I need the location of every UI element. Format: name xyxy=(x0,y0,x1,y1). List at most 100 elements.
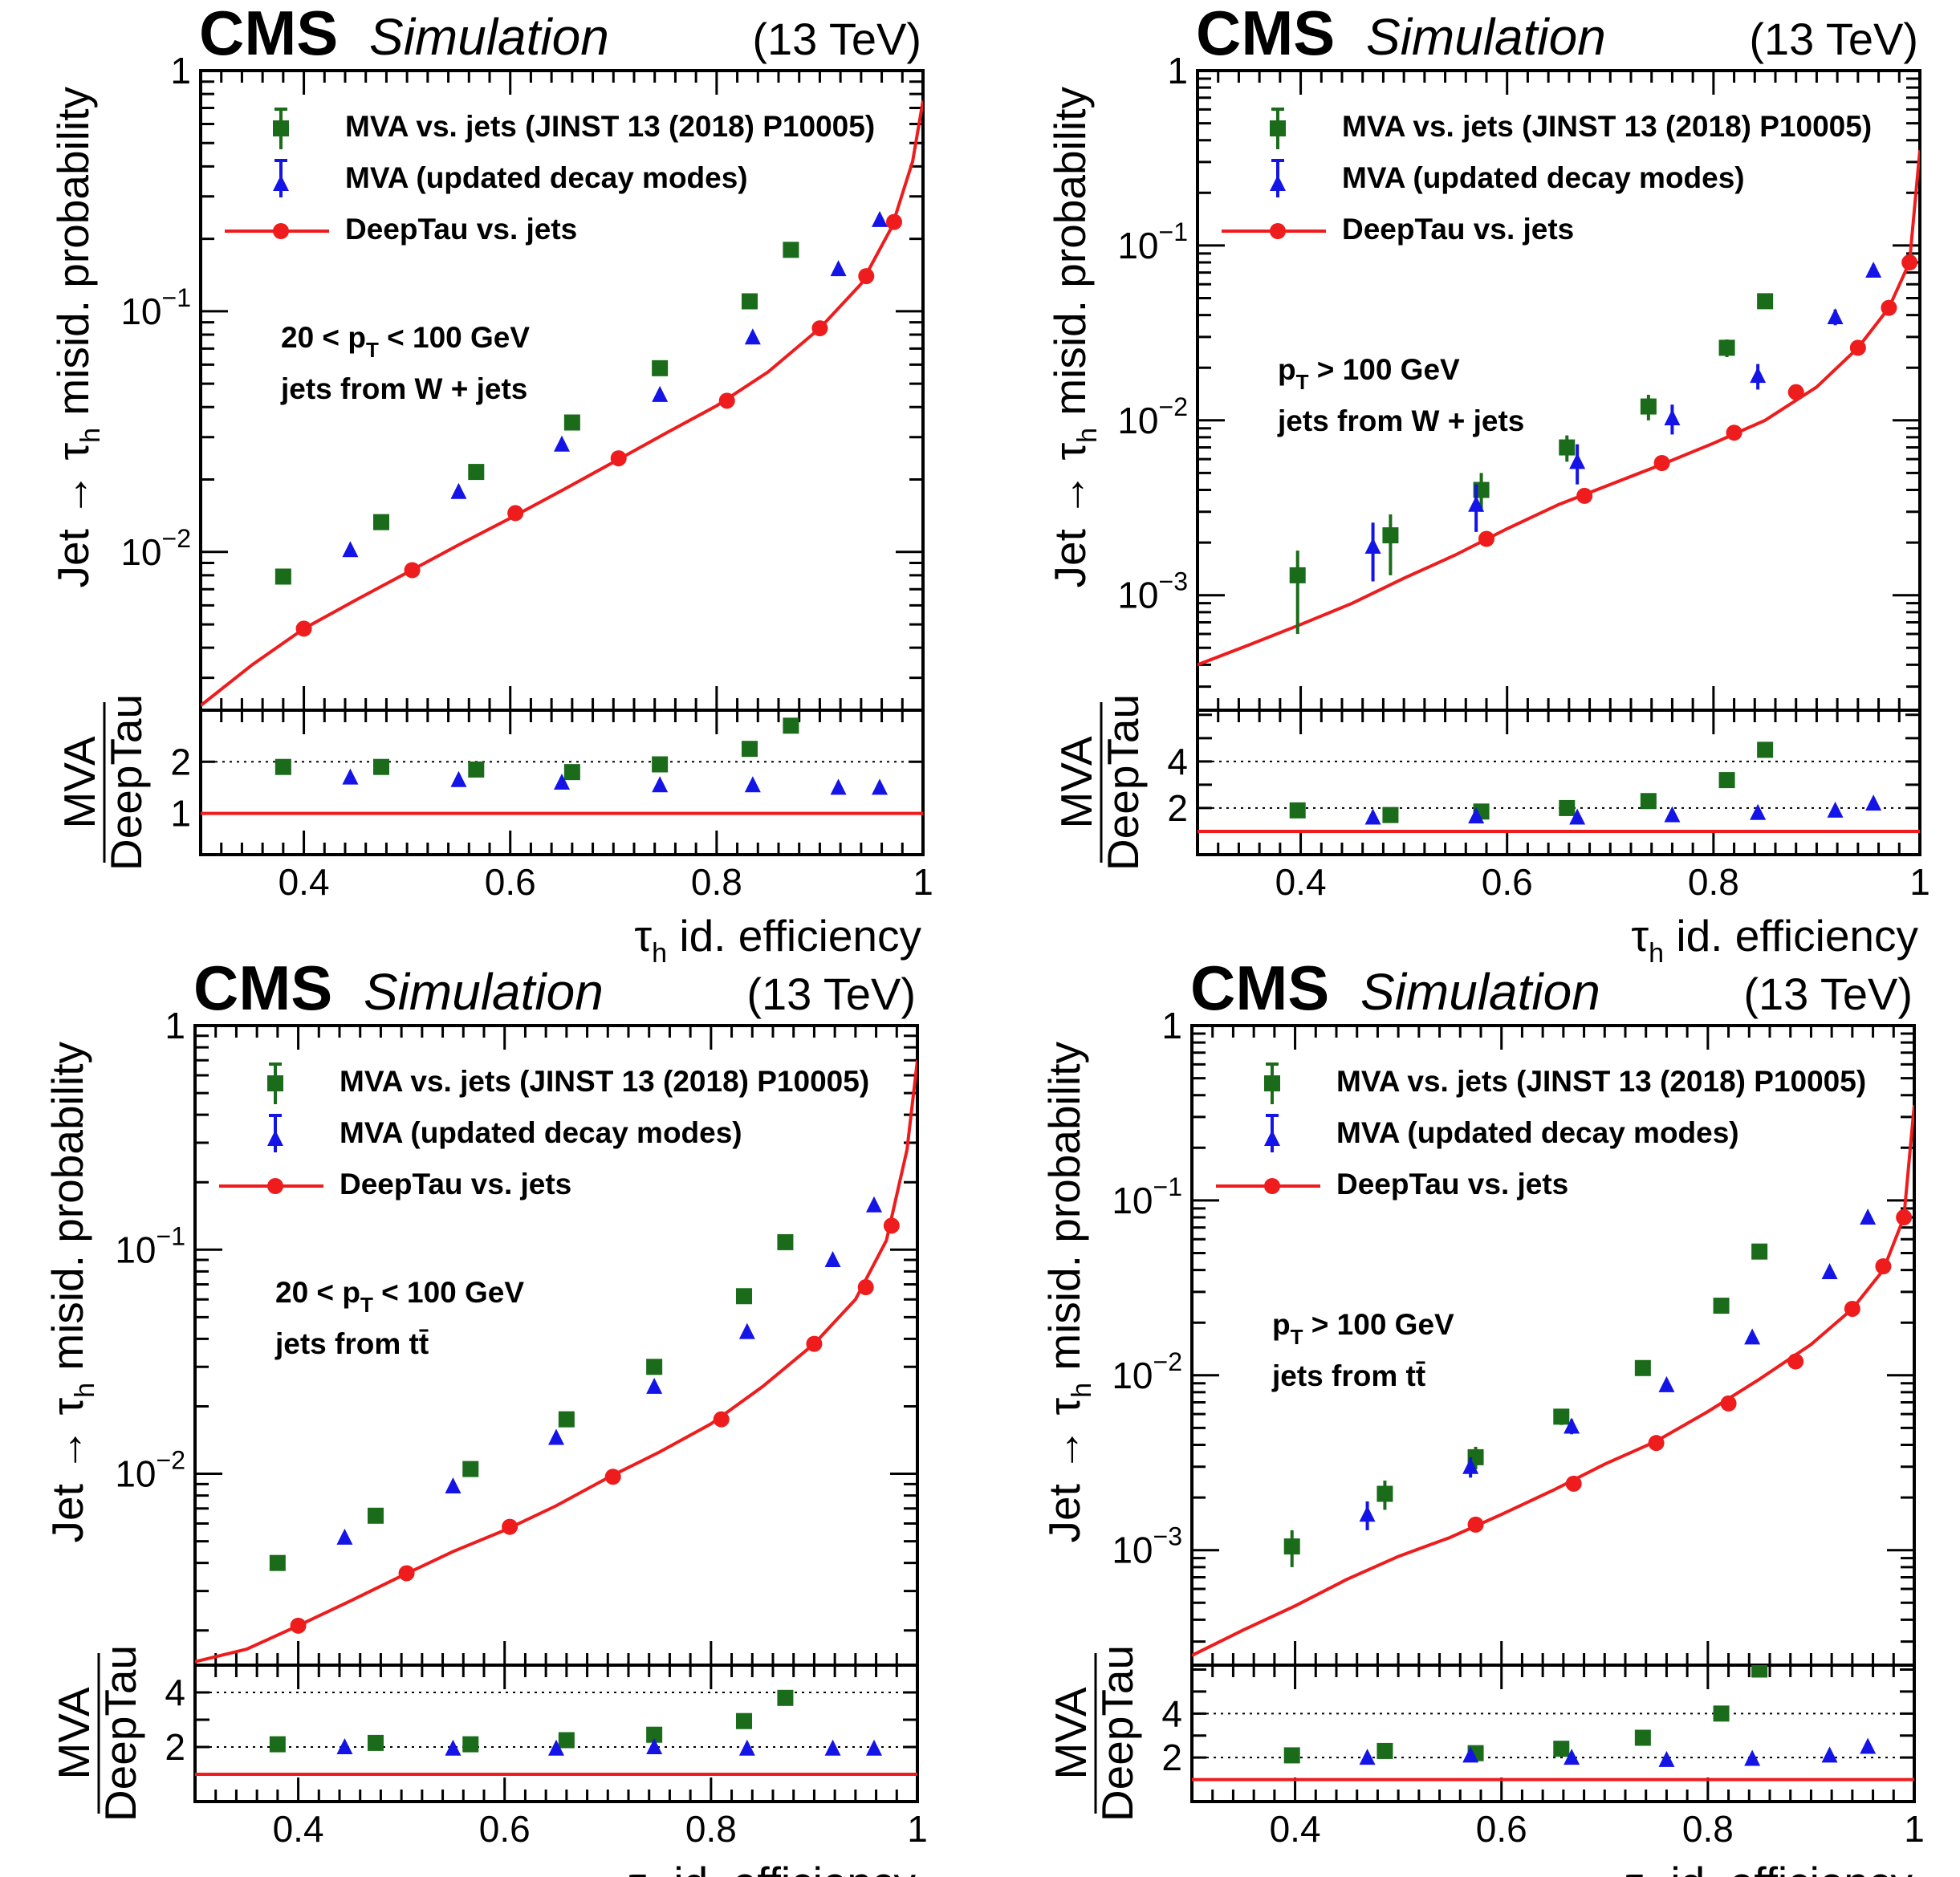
legend-deeptau-marker xyxy=(273,223,289,239)
x-tick-label: 0.6 xyxy=(1476,1808,1527,1850)
updated-ratio-point xyxy=(1359,1749,1376,1765)
ratio-tick-label: 4 xyxy=(165,1672,185,1713)
updated-ratio-point xyxy=(1569,808,1586,825)
ratio-plot-area xyxy=(274,717,888,795)
y-axis-title: Jet → τh misid. probability xyxy=(1045,87,1103,588)
mva-point xyxy=(373,514,389,530)
deeptau-point xyxy=(1896,1209,1913,1226)
mva-ratio-point xyxy=(1376,1742,1393,1759)
deeptau-curve xyxy=(1192,1105,1914,1657)
updated-ratio-point xyxy=(744,776,761,793)
mva-ratio-point xyxy=(1559,799,1576,816)
legend-deeptau-marker xyxy=(267,1178,283,1194)
mva-ratio-point xyxy=(274,758,291,775)
x-tick-label: 0.8 xyxy=(1682,1808,1734,1850)
legend-mva-label: MVA vs. jets (JINST 13 (2018) P10005) xyxy=(345,110,875,143)
legend-deeptau-marker xyxy=(1270,223,1286,239)
updated-ratio-point xyxy=(738,1739,755,1756)
deeptau-point xyxy=(295,620,312,637)
legend-updated-marker xyxy=(1264,1130,1280,1146)
legend-updated-marker xyxy=(273,175,289,191)
ratio-denominator: DeepTau xyxy=(101,694,151,871)
x-tick-label: 0.8 xyxy=(685,1808,737,1850)
ratio-plot-frame xyxy=(193,1664,919,1803)
mva-ratio-point xyxy=(1751,1665,1768,1678)
mva-ratio-point xyxy=(1382,806,1399,823)
legend-deeptau-label: DeepTau vs. jets xyxy=(340,1168,571,1201)
mva-point xyxy=(1553,1408,1570,1425)
updated-ratio-point xyxy=(336,1738,353,1754)
energy-label: (13 TeV) xyxy=(746,969,916,1019)
mva-point xyxy=(1718,339,1735,356)
updated-ratio-point xyxy=(1658,1750,1675,1767)
updated-ratio-point xyxy=(1750,803,1767,820)
ratio-plot-area xyxy=(269,1689,882,1756)
mva-point xyxy=(274,568,291,585)
updated-ratio-point xyxy=(342,768,359,785)
mva-point xyxy=(1640,398,1657,415)
updated-ratio-point xyxy=(1564,1749,1580,1765)
deeptau-point xyxy=(858,268,875,285)
y-tick-label: 10−2 xyxy=(1117,392,1188,441)
mva-point xyxy=(652,360,669,376)
x-axis-title: τh id. efficiency xyxy=(1631,911,1918,969)
ratio-denominator: DeepTau xyxy=(1098,694,1148,871)
updated-point xyxy=(738,1322,755,1339)
main-plot-area xyxy=(1198,150,1920,667)
y-tick-label: 10−1 xyxy=(115,1221,185,1270)
mva-point xyxy=(1283,1538,1300,1555)
mva-point xyxy=(1382,527,1399,544)
deeptau-point xyxy=(1648,1435,1665,1452)
mva-point xyxy=(646,1359,663,1375)
mva-ratio-point xyxy=(269,1736,286,1753)
updated-point xyxy=(830,260,847,277)
ratio-tick-label: 2 xyxy=(170,741,191,782)
x-tick-label: 0.6 xyxy=(1482,861,1533,903)
panel-1: CMS Simulation (13 TeV) 1 10−1 10−2 0.4 0.6 0.8 1… xyxy=(48,0,933,969)
deeptau-point xyxy=(1787,384,1804,400)
deeptau-point xyxy=(1467,1516,1484,1533)
updated-point xyxy=(1664,409,1681,426)
updated-point xyxy=(1865,261,1882,278)
updated-ratio-point xyxy=(1865,794,1882,811)
energy-label: (13 TeV) xyxy=(1743,969,1913,1019)
mva-ratio-point xyxy=(742,741,758,758)
updated-ratio-point xyxy=(646,1738,663,1754)
mva-ratio-point xyxy=(1553,1741,1570,1757)
updated-ratio-point xyxy=(872,778,888,795)
updated-point xyxy=(1564,1417,1580,1434)
mva-ratio-point xyxy=(1289,802,1306,819)
deeptau-point xyxy=(290,1617,307,1634)
y-tick-label: 10−2 xyxy=(120,524,191,573)
ratio-denominator: DeepTau xyxy=(96,1645,145,1822)
mva-point xyxy=(1757,293,1774,310)
deeptau-point xyxy=(713,1411,730,1428)
updated-ratio-point xyxy=(824,1739,841,1756)
x-tick-label: 0.4 xyxy=(273,1808,324,1850)
annotation-jets: jets from W + jets xyxy=(1277,404,1524,437)
panel-2: CMS Simulation (13 TeV) 1 10−1 10−2 10−3 0.4 0.6… xyxy=(1045,0,1930,969)
legend-deeptau-label: DeepTau vs. jets xyxy=(1336,1168,1568,1201)
deeptau-point xyxy=(507,505,524,522)
x-tick-label: 0.8 xyxy=(1688,861,1739,903)
deeptau-point xyxy=(1653,455,1670,472)
legend-updated-marker xyxy=(1270,175,1286,191)
mva-point xyxy=(1751,1243,1768,1260)
updated-point xyxy=(342,541,359,558)
legend-updated-label: MVA (updated decay modes) xyxy=(1336,1116,1739,1149)
ratio-plot-frame xyxy=(199,709,925,856)
updated-point xyxy=(866,1196,882,1213)
y-tick-label: 1 xyxy=(165,1005,185,1046)
ratio-plot-area xyxy=(1289,741,1882,825)
ratio-numerator: MVA xyxy=(1046,1687,1096,1779)
mva-point xyxy=(1634,1359,1651,1376)
mva-point xyxy=(368,1507,384,1524)
mva-ratio-point xyxy=(563,764,580,781)
ratio-tick-label: 4 xyxy=(1167,741,1188,782)
ratio-numerator: MVA xyxy=(1051,736,1101,828)
updated-point xyxy=(1364,537,1381,554)
updated-point xyxy=(1569,453,1586,469)
deeptau-point xyxy=(1844,1300,1860,1317)
updated-ratio-point xyxy=(866,1739,882,1756)
